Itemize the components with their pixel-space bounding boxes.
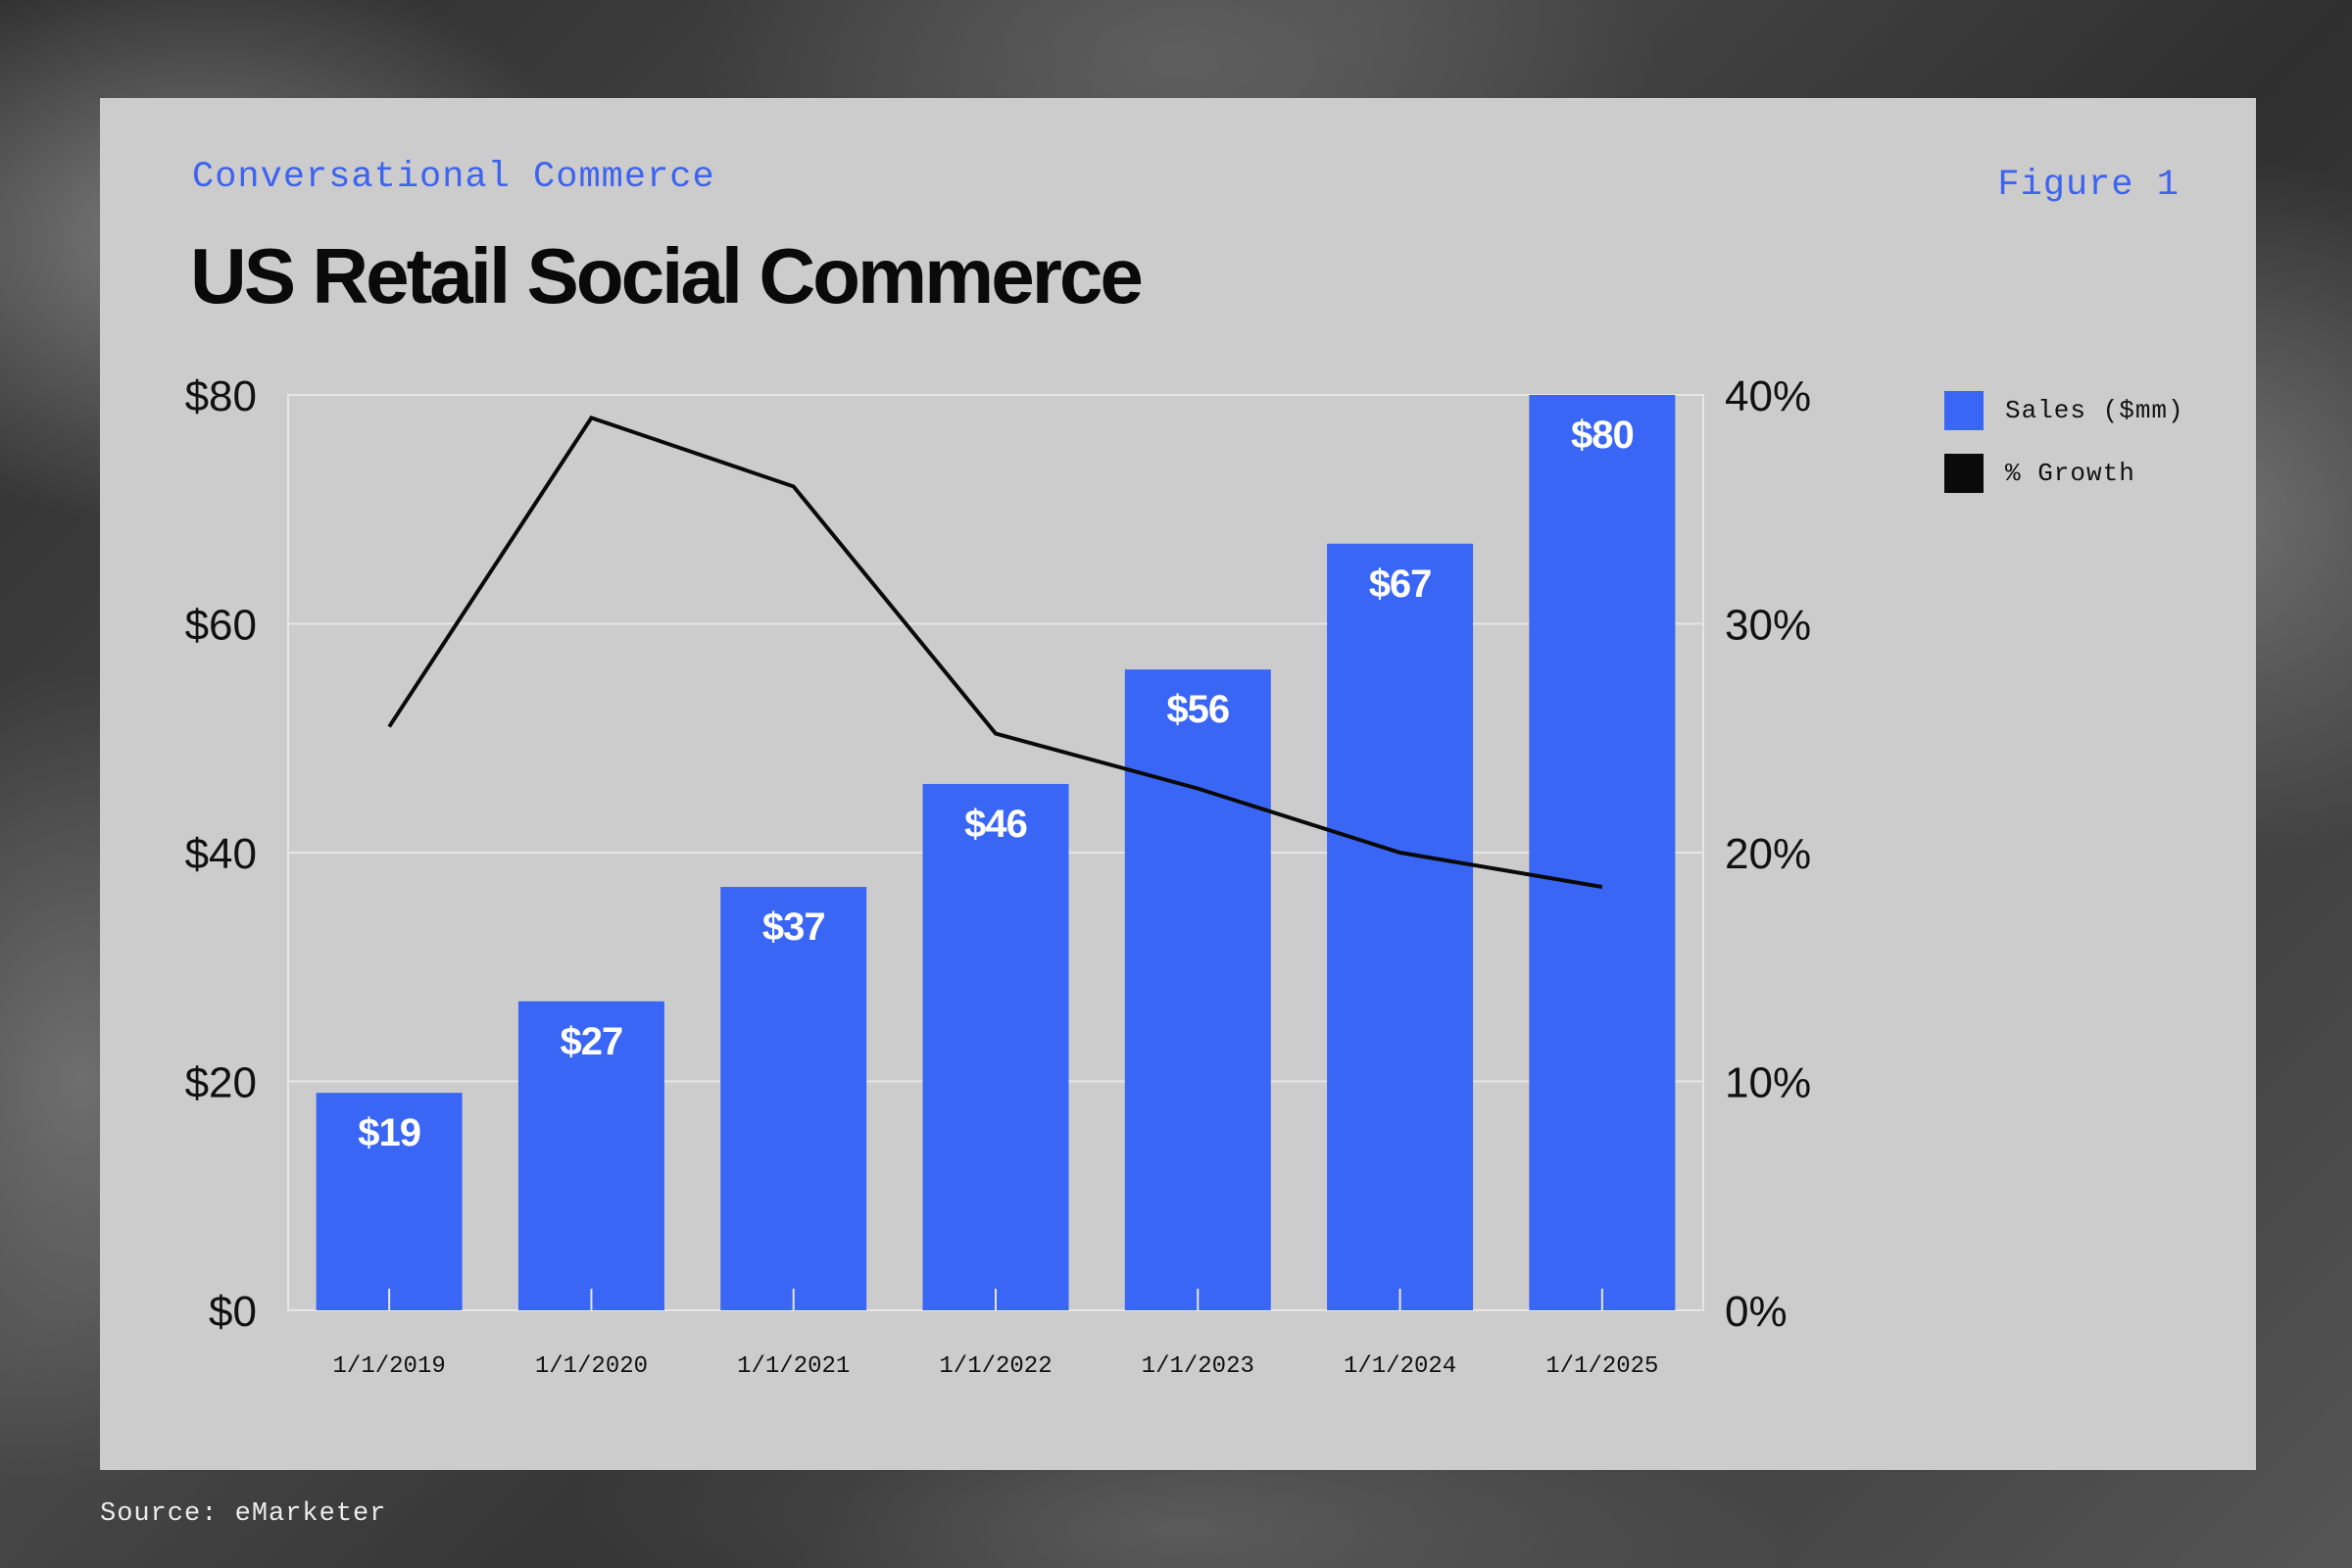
chart-title: US Retail Social Commerce [190,232,1144,319]
x-tick-label: 1/1/2024 [1344,1353,1456,1380]
x-tick-label: 1/1/2022 [939,1353,1052,1380]
legend-item-sales: Sales ($mm) [1944,390,2184,431]
chart-legend: Sales ($mm) % Growth [1944,390,2184,515]
y-left-tick-label: $40 [185,830,257,878]
x-tick-label: 1/1/2023 [1142,1353,1254,1380]
y-left-tick-label: $20 [185,1059,257,1107]
legend-label-growth: % Growth [2005,459,2135,488]
y-right-tick-label: 10% [1725,1059,1811,1107]
y-right-tick-label: 30% [1725,602,1811,650]
bar [517,1001,664,1310]
bar [1124,669,1271,1310]
y-left-tick-label: $0 [209,1288,257,1336]
bar-data-label: $80 [1571,414,1634,457]
x-tick-label: 1/1/2025 [1545,1353,1658,1380]
source-note: Source: eMarketer [100,1499,387,1529]
bar [922,783,1069,1310]
legend-swatch-growth [1944,454,1984,493]
x-tick-label: 1/1/2020 [535,1353,648,1380]
y-left-tick-label: $80 [185,372,257,420]
x-tick-label: 1/1/2019 [333,1353,446,1380]
x-tick-label: 1/1/2021 [737,1353,850,1380]
bar-data-label: $19 [358,1111,420,1154]
legend-label-sales: Sales ($mm) [2005,396,2184,425]
bar-data-label: $27 [561,1020,623,1063]
figure-label: Figure 1 [1997,165,2180,206]
bar-data-label: $56 [1166,688,1229,731]
bar [720,887,867,1310]
bar [1327,543,1474,1310]
bar-data-label: $46 [964,803,1027,846]
bar [316,1093,463,1310]
section-eyebrow: Conversational Commerce [192,157,715,198]
y-left-tick-label: $60 [185,602,257,650]
legend-swatch-sales [1944,391,1984,430]
bar-data-label: $67 [1369,563,1432,606]
y-right-tick-label: 40% [1725,372,1811,420]
legend-item-growth: % Growth [1944,453,2184,494]
y-right-tick-label: 20% [1725,830,1811,878]
bar-data-label: $37 [762,906,825,949]
bar [1529,395,1676,1310]
y-right-tick-label: 0% [1725,1288,1788,1336]
